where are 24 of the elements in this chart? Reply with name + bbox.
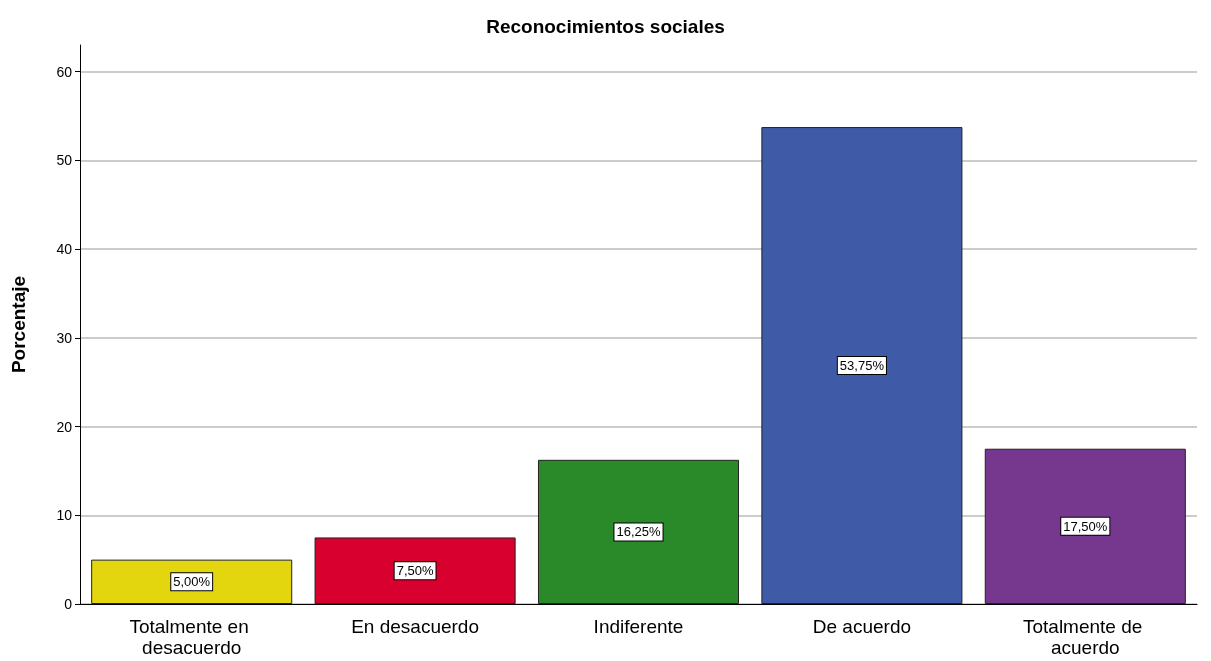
x-tick-label: De acuerdo [812,616,912,637]
bar [537,459,740,604]
bar [91,559,293,604]
x-tick-label: Totalmente de acuerdo [1022,616,1148,658]
x-tick-label: Indiferente [593,616,684,637]
bar [314,537,516,604]
bar [761,127,963,604]
data-label: 53,75% [839,358,885,374]
data-label: 17,50% [1063,518,1108,534]
data-label: 5,00% [173,574,211,590]
data-label: 7,50% [396,563,434,579]
bar [984,448,1186,604]
x-tick-label: Totalmente en desacuerdo [129,616,255,658]
y-tick-label: 10 [56,507,73,524]
y-tick-label: 60 [56,63,73,80]
y-tick-label: 20 [56,418,73,435]
y-tick-label: 50 [56,152,73,169]
y-tick-label: 30 [56,329,73,346]
y-tick-label: 0 [64,596,73,612]
y-tick-label: 40 [56,241,73,258]
x-tick-label: En desacuerdo [351,616,480,637]
data-label: 16,25% [616,524,661,540]
y-axis-title: Porcentaje [8,275,29,374]
chart-title: Reconocimientos sociales [486,16,725,37]
